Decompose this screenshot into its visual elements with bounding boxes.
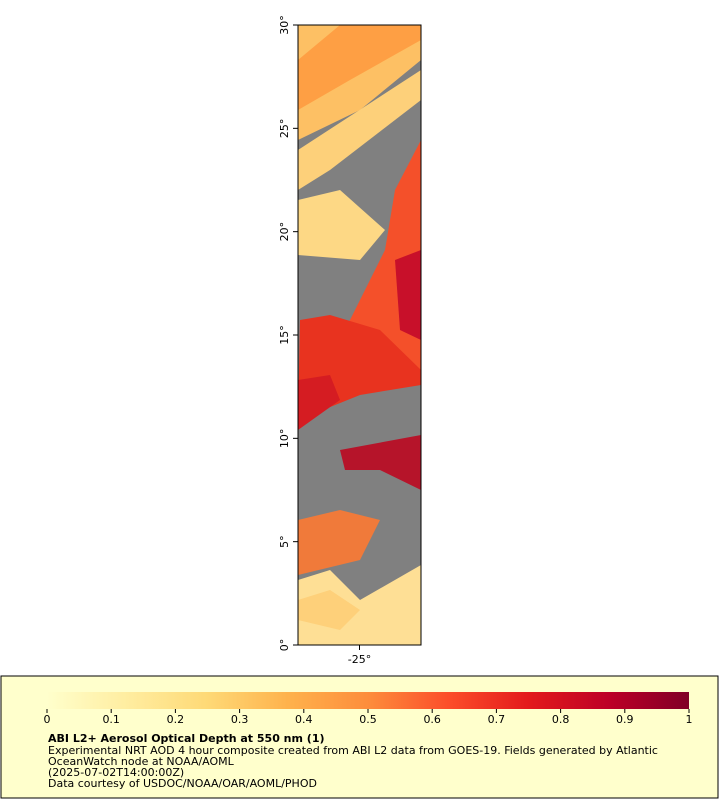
map-image <box>298 25 421 645</box>
y-tick-label: 10° <box>278 429 291 449</box>
colorbar-tick-label: 0.1 <box>102 713 120 726</box>
y-tick-label: 20° <box>278 222 291 242</box>
colorbar-tick-label: 0.9 <box>616 713 634 726</box>
y-tick-label: 5° <box>278 535 291 548</box>
colorbar <box>47 692 689 709</box>
legend-line: (2025-07-02T14:00:00Z) <box>48 766 184 779</box>
colorbar-tick-label: 1 <box>686 713 693 726</box>
y-tick-label: 25° <box>278 119 291 139</box>
colorbar-tick-label: 0 <box>44 713 51 726</box>
legend-line: Data courtesy of USDOC/NOAA/OAR/AOML/PHO… <box>48 777 317 790</box>
colorbar-tick-label: 0.4 <box>295 713 313 726</box>
x-tick-label: -25° <box>348 653 371 666</box>
colorbar-tick-label: 0.8 <box>552 713 570 726</box>
legend-title: ABI L2+ Aerosol Optical Depth at 550 nm … <box>48 732 325 745</box>
legend-line: OceanWatch node at NOAA/AOML <box>48 755 235 768</box>
map-axes: 0° 5° 10° 15° 20° 25° 30° -25° <box>278 15 371 666</box>
colorbar-tick-label: 0.3 <box>231 713 249 726</box>
legend-line: Experimental NRT AOD 4 hour composite cr… <box>48 744 658 757</box>
y-tick-label: 0° <box>278 639 291 652</box>
colorbar-ticks: 0 0.1 0.2 0.3 0.4 0.5 0.6 0.7 0.8 0.9 1 <box>44 709 693 726</box>
colorbar-tick-label: 0.5 <box>359 713 377 726</box>
y-tick-label: 30° <box>278 15 291 35</box>
colorbar-tick-label: 0.6 <box>423 713 441 726</box>
colorbar-tick-label: 0.2 <box>167 713 185 726</box>
y-tick-label: 15° <box>278 325 291 345</box>
colorbar-tick-label: 0.7 <box>488 713 506 726</box>
